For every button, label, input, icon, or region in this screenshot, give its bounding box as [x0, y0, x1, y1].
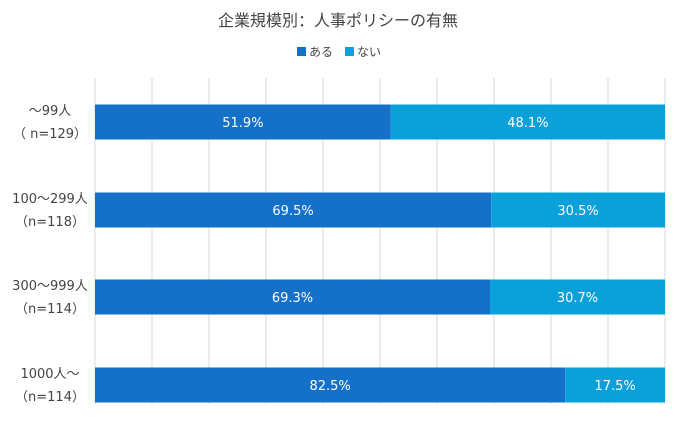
bar-data-label: 69.5% [272, 204, 313, 219]
category-label: （ n=129） [13, 127, 87, 142]
bar-data-label: 82.5% [309, 379, 350, 394]
category-label: 100～299人 [12, 192, 88, 207]
bar-data-label: 30.5% [557, 204, 598, 219]
bar-data-label: 17.5% [594, 379, 635, 394]
legend-label-nai: ない [357, 45, 381, 59]
category-labels: ～99人 （ n=129） 100～299人 （n=118） 300～999人 （n=11… [12, 104, 88, 405]
category-label: （n=114） [15, 302, 85, 317]
bar-segment-nai [565, 367, 665, 403]
legend-swatch-aru [297, 47, 306, 56]
legend-label-aru: ある [309, 45, 333, 59]
legend: ある ない [297, 45, 381, 59]
bar-segment-nai [390, 104, 665, 140]
bar-segment-aru [95, 104, 391, 140]
bar-segment-aru [95, 192, 492, 228]
chart-title: 企業規模別：人事ポリシーの有無 [218, 11, 458, 30]
bars: 51.9% 48.1% 69.5% 30.5% 69.3% 30.7% 82.5% 17.5% [95, 104, 665, 403]
category-label: 300～999人 [12, 279, 88, 294]
legend-swatch-nai [345, 47, 354, 56]
bar-segment-aru [95, 367, 566, 403]
bar-data-label: 30.7% [557, 291, 598, 306]
bar-data-label: 48.1% [507, 116, 548, 131]
bar-data-label: 69.3% [272, 291, 313, 306]
category-label: （n=114） [15, 390, 85, 405]
bar-data-label: 51.9% [222, 116, 263, 131]
category-label: （n=118） [15, 215, 85, 230]
bar-segment-aru [95, 279, 491, 315]
category-label: 1000人～ [20, 367, 79, 382]
bar-segment-nai [491, 192, 665, 228]
bar-segment-nai [490, 279, 665, 315]
category-label: ～99人 [29, 104, 72, 119]
